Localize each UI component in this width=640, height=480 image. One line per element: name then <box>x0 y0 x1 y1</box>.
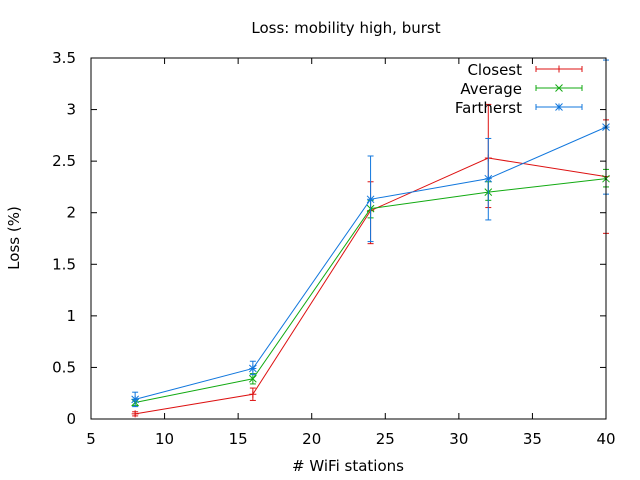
y-tick-label: 0.5 <box>52 358 76 376</box>
series-fartherst <box>131 59 610 408</box>
plot-series <box>131 59 610 418</box>
x-tick-label: 40 <box>596 430 615 448</box>
legend-label-closest: Closest <box>467 61 522 79</box>
x-tick-label: 30 <box>449 430 468 448</box>
data-point <box>366 195 375 204</box>
data-point <box>249 374 257 383</box>
data-point-stroke <box>249 364 257 373</box>
x-axis-label: # WiFi stations <box>292 457 404 475</box>
data-point <box>249 390 257 398</box>
legend-label-fartherst: Fartherst <box>455 99 522 117</box>
legend-marker <box>555 103 563 111</box>
data-point-stroke <box>484 174 493 183</box>
y-tick-label: 2 <box>66 204 76 222</box>
x-tick-label: 10 <box>155 430 174 448</box>
data-point <box>249 364 257 373</box>
y-tick-label: 2.5 <box>52 152 76 170</box>
y-tick-label: 1.5 <box>52 255 76 273</box>
chart-title: Loss: mobility high, burst <box>251 19 440 37</box>
x-tick-label: 15 <box>229 430 248 448</box>
x-tick-label: 5 <box>86 430 96 448</box>
legend-marker <box>555 84 563 92</box>
x-tick-label: 25 <box>376 430 395 448</box>
axis-ticks: 5 10 15 20 25 30 35 40 0 0.5 1 1.5 2 2.5 3 3.5 <box>52 49 615 448</box>
y-tick-label: 3.5 <box>52 49 76 67</box>
legend-marker <box>555 65 563 73</box>
data-point <box>131 395 139 404</box>
data-point-stroke <box>131 395 139 404</box>
y-tick-label: 3 <box>66 101 76 119</box>
data-point-stroke <box>249 374 257 383</box>
data-point <box>484 174 493 183</box>
data-point-stroke <box>366 195 375 204</box>
y-tick-label: 0 <box>66 410 76 428</box>
y-tick-label: 1 <box>66 307 76 325</box>
legend-marker-stroke <box>555 103 563 111</box>
plot-frame <box>90 57 607 420</box>
legend-marker-stroke <box>555 84 563 92</box>
y-axis-label: Loss (%) <box>5 206 23 270</box>
series-closest <box>131 103 610 418</box>
data-point <box>131 410 139 418</box>
x-tick-label: 35 <box>523 430 542 448</box>
legend-label-average: Average <box>460 80 522 98</box>
x-tick-label: 20 <box>302 430 321 448</box>
